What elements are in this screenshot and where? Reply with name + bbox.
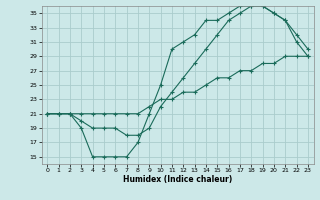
X-axis label: Humidex (Indice chaleur): Humidex (Indice chaleur) [123, 175, 232, 184]
